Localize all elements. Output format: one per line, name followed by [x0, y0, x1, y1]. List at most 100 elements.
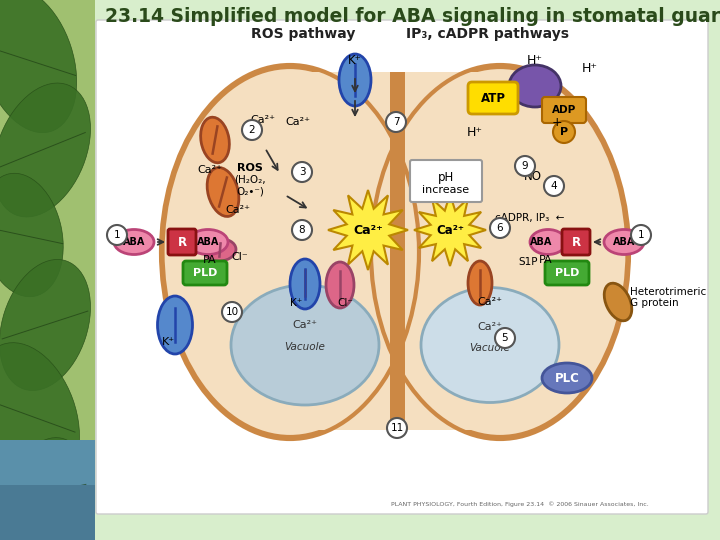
Ellipse shape	[114, 230, 154, 254]
Text: Cl⁻: Cl⁻	[232, 252, 248, 262]
Text: O₂•⁻): O₂•⁻)	[236, 186, 264, 196]
Ellipse shape	[12, 437, 89, 540]
Circle shape	[292, 162, 312, 182]
Text: Ca²⁺: Ca²⁺	[251, 115, 276, 125]
Bar	[390, 72, 405, 432]
Text: Vacuole: Vacuole	[284, 342, 325, 352]
Text: R: R	[177, 235, 186, 248]
Ellipse shape	[231, 285, 379, 405]
Text: 6: 6	[497, 223, 503, 233]
Circle shape	[292, 220, 312, 240]
Text: increase: increase	[423, 185, 469, 195]
Circle shape	[242, 120, 262, 140]
Text: K⁺: K⁺	[290, 298, 302, 308]
Ellipse shape	[0, 173, 63, 296]
Text: Ca²⁺: Ca²⁺	[436, 224, 464, 237]
Text: PA: PA	[203, 255, 217, 265]
Text: cADPR, IP₃  ←: cADPR, IP₃ ←	[495, 213, 564, 223]
Ellipse shape	[530, 230, 566, 254]
Circle shape	[553, 121, 575, 143]
Ellipse shape	[339, 54, 371, 106]
FancyBboxPatch shape	[183, 261, 227, 285]
Ellipse shape	[163, 67, 418, 437]
Text: Ca²⁺: Ca²⁺	[477, 322, 503, 332]
Circle shape	[222, 302, 242, 322]
Ellipse shape	[0, 0, 76, 133]
Bar	[288, 72, 503, 430]
Text: ADP: ADP	[552, 105, 576, 115]
Circle shape	[515, 156, 535, 176]
Text: G protein: G protein	[630, 298, 679, 308]
FancyBboxPatch shape	[468, 82, 518, 114]
Text: 10: 10	[225, 307, 238, 317]
FancyBboxPatch shape	[542, 97, 586, 123]
Text: Cl⁻: Cl⁻	[337, 298, 353, 308]
Text: Ca²⁺: Ca²⁺	[197, 165, 222, 175]
Ellipse shape	[542, 363, 592, 393]
Text: pH: pH	[438, 171, 454, 184]
Text: S1P: S1P	[518, 257, 538, 267]
Text: ABA: ABA	[123, 237, 145, 247]
Text: IP₃, cADPR pathways: IP₃, cADPR pathways	[405, 27, 569, 41]
Polygon shape	[0, 440, 95, 540]
FancyBboxPatch shape	[545, 261, 589, 285]
Text: 2: 2	[248, 125, 256, 135]
Text: 5: 5	[502, 333, 508, 343]
Text: Ca²⁺: Ca²⁺	[286, 117, 310, 127]
Ellipse shape	[207, 167, 239, 217]
Text: Ca²⁺: Ca²⁺	[292, 320, 318, 330]
Text: PA: PA	[539, 255, 553, 265]
Text: ABA: ABA	[530, 237, 552, 247]
Ellipse shape	[158, 296, 192, 354]
Text: 1: 1	[114, 230, 120, 240]
Text: Ca²⁺: Ca²⁺	[477, 297, 503, 307]
Text: 23.14 Simplified model for ABA signaling in stomatal guard cells: 23.14 Simplified model for ABA signaling…	[105, 6, 720, 25]
Text: Ca²⁺: Ca²⁺	[353, 224, 383, 237]
Text: Heterotrimeric: Heterotrimeric	[630, 287, 706, 297]
Text: +: +	[552, 117, 562, 130]
Ellipse shape	[421, 287, 559, 402]
Text: 4: 4	[551, 181, 557, 191]
Bar	[0, 485, 95, 540]
Ellipse shape	[0, 260, 91, 390]
Text: NO: NO	[524, 170, 542, 183]
FancyBboxPatch shape	[410, 160, 482, 202]
Text: ATP: ATP	[480, 91, 505, 105]
Ellipse shape	[290, 259, 320, 309]
Polygon shape	[328, 190, 408, 270]
Text: (H₂O₂,: (H₂O₂,	[234, 175, 266, 185]
Circle shape	[490, 218, 510, 238]
Text: 7: 7	[392, 117, 400, 127]
Text: H⁺: H⁺	[582, 62, 598, 75]
Text: PLC: PLC	[554, 372, 580, 384]
Ellipse shape	[326, 262, 354, 308]
Ellipse shape	[0, 83, 91, 217]
Circle shape	[631, 225, 651, 245]
Text: ABA: ABA	[613, 237, 635, 247]
Text: 11: 11	[390, 423, 404, 433]
Text: R: R	[572, 235, 580, 248]
Text: Vacuole: Vacuole	[469, 343, 510, 353]
Ellipse shape	[604, 230, 644, 254]
Text: 9: 9	[522, 161, 528, 171]
Circle shape	[107, 225, 127, 245]
Text: ROS pathway: ROS pathway	[251, 27, 355, 41]
Ellipse shape	[201, 117, 230, 163]
Ellipse shape	[188, 230, 228, 254]
Ellipse shape	[293, 261, 317, 305]
Ellipse shape	[468, 261, 492, 305]
Text: K⁺: K⁺	[161, 337, 174, 347]
Bar	[0, 0, 95, 540]
Text: 3: 3	[299, 167, 305, 177]
Text: 8: 8	[299, 225, 305, 235]
Polygon shape	[414, 194, 486, 266]
Text: K⁺: K⁺	[348, 53, 362, 66]
Text: PLD: PLD	[193, 268, 217, 278]
FancyBboxPatch shape	[562, 229, 590, 255]
FancyBboxPatch shape	[168, 229, 196, 255]
Text: PLANT PHYSIOLOGY, Fourth Edition, Figure 23.14  © 2006 Sinauer Associates, Inc.: PLANT PHYSIOLOGY, Fourth Edition, Figure…	[391, 501, 649, 507]
Text: ROS: ROS	[237, 163, 263, 173]
FancyBboxPatch shape	[96, 20, 708, 514]
Circle shape	[544, 176, 564, 196]
Text: PLD: PLD	[555, 268, 579, 278]
